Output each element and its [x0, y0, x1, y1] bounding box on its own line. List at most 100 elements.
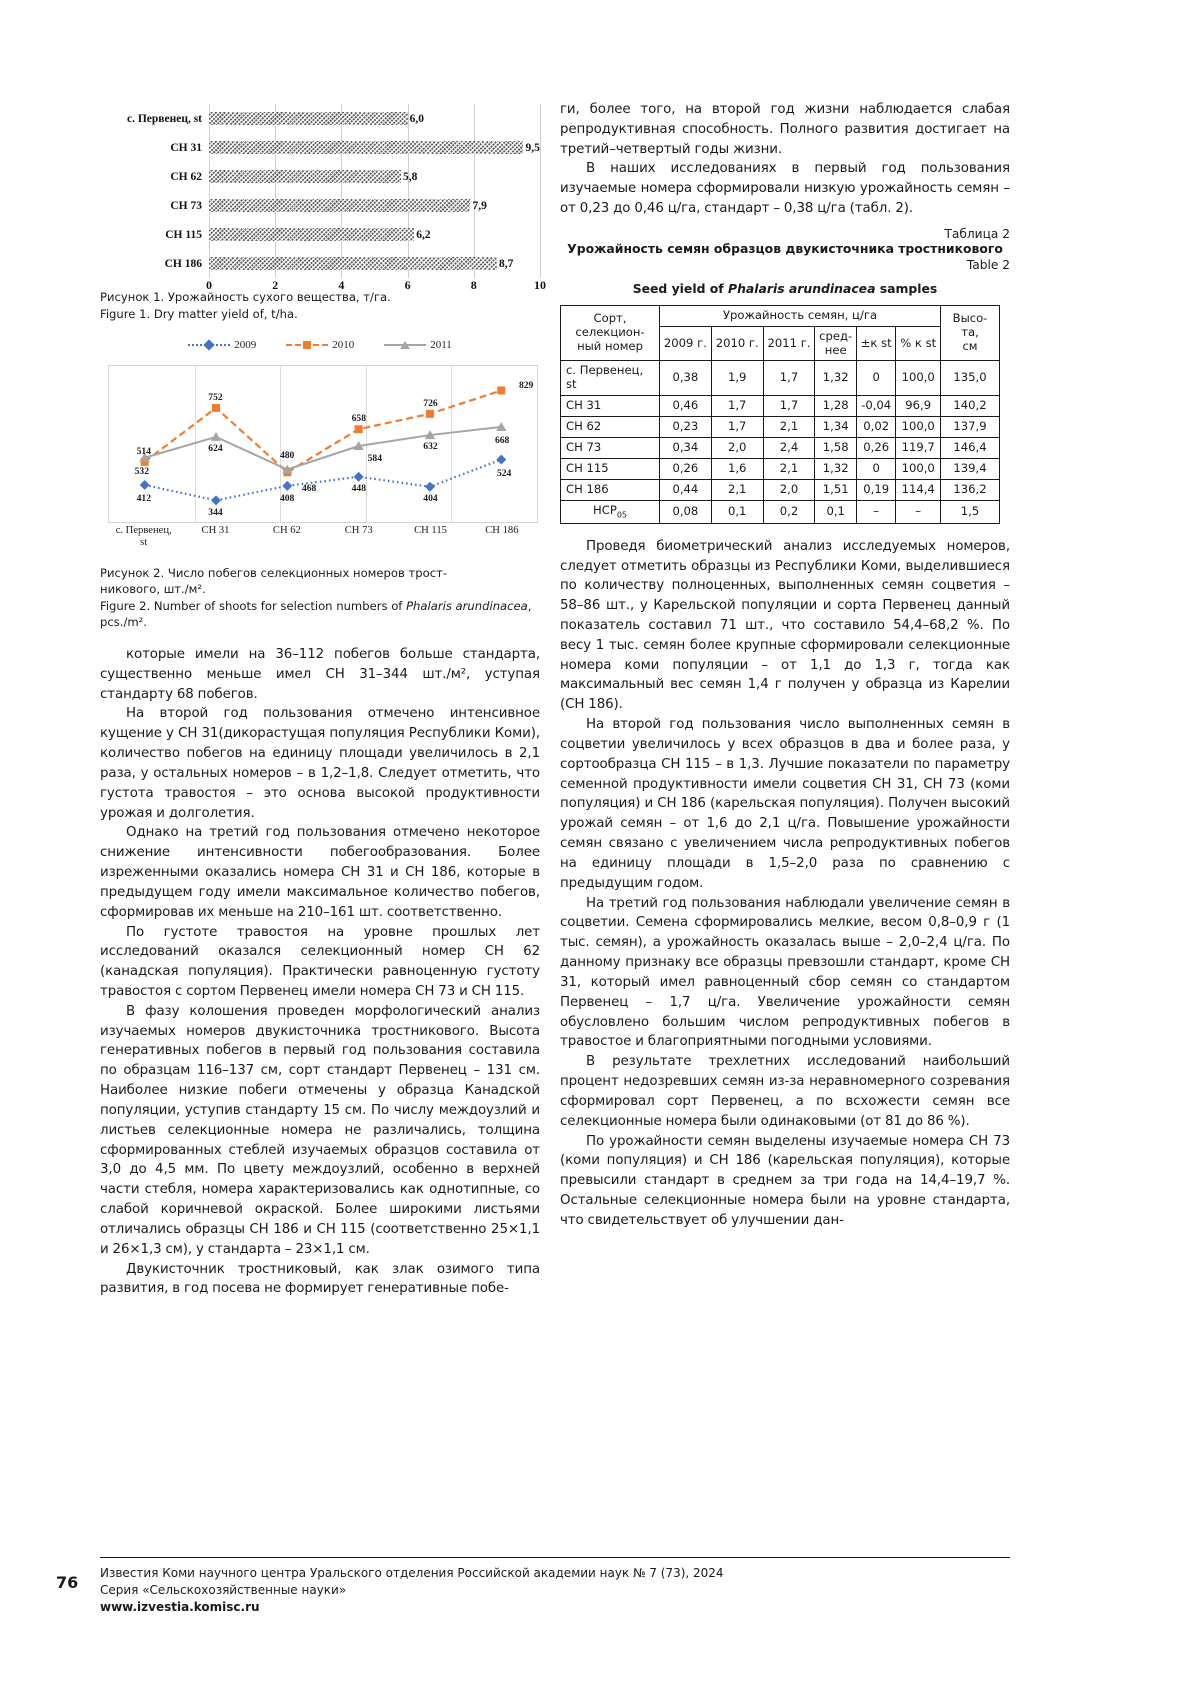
- data-label: 752: [208, 392, 223, 404]
- cell-lsd-label: НСР05: [560, 499, 660, 524]
- cell-2011: 2,1: [762, 457, 816, 480]
- bar-track: 7,9: [209, 191, 540, 220]
- data-label: 468: [301, 482, 317, 494]
- data-label: 532: [134, 466, 150, 478]
- bar-value-label: 6,0: [409, 112, 424, 125]
- cell-2009: 0,08: [659, 499, 712, 524]
- bar-track: 6,0: [209, 104, 540, 133]
- data-point-marker: [353, 440, 364, 450]
- header-cell-variety: Сорт, селекцион- ный номер: [560, 304, 660, 362]
- figure-2-line-chart: 2009 2010 2011 412 344 408 448 404 524 514 752: [100, 337, 540, 562]
- table-header-row-1: Сорт, селекцион- ный номер Урожайность с…: [560, 304, 1000, 362]
- lsd-sub: 05: [616, 510, 627, 520]
- cell-mean: 1,32: [814, 360, 857, 397]
- bar-value-label: 9,5: [525, 141, 540, 154]
- cell-pct-st: 100,0: [895, 416, 941, 439]
- lsd-main: НСР: [593, 502, 617, 517]
- legend-item-2010: 2010: [286, 339, 354, 351]
- legend-item-2011: 2011: [384, 339, 452, 351]
- header-cell-seed-yield-group: Урожайность семян, ц/га: [659, 304, 941, 327]
- cell-2009: 0,26: [659, 457, 712, 480]
- cell-2009: 0,23: [659, 416, 712, 439]
- page-number: 76: [56, 1573, 79, 1592]
- header-cell-2010: 2010 г.: [710, 325, 764, 362]
- cell-pct-st: 119,7: [895, 437, 941, 459]
- data-point-marker: [354, 425, 363, 434]
- data-label: 584: [367, 453, 383, 465]
- cell-2009: 0,34: [659, 437, 712, 459]
- data-label: 668: [494, 435, 510, 447]
- header-cell-2011: 2011 г.: [762, 325, 816, 362]
- table-row: СН 115 0,26 1,6 2,1 1,32 0 100,0 139,4: [560, 457, 1000, 480]
- data-label: 624: [208, 443, 223, 455]
- paragraph: Однако на третий год пользования отмечен…: [100, 825, 540, 920]
- bar-category-label: СН 31: [170, 141, 202, 154]
- cell-variety: СН 62: [560, 416, 660, 439]
- cell-height: 146,4: [940, 437, 1000, 459]
- series-line-2009: [144, 458, 502, 502]
- table-row: с. Первенец, st 0,38 1,9 1,7 1,32 0 100,…: [560, 360, 1000, 397]
- cell-pm-st: 0,19: [855, 478, 897, 501]
- x-category-label: СН 31: [201, 524, 230, 536]
- cell-2011: 1,7: [762, 395, 816, 418]
- table-row: СН 31 0,46 1,7 1,7 1,28 -0,04 96,9 140,2: [560, 395, 1000, 418]
- cell-2010: 1,7: [710, 395, 764, 418]
- x-tick-label: 2: [272, 278, 279, 292]
- data-point-marker: [424, 430, 436, 440]
- bar-fill: [209, 112, 408, 125]
- cell-2011: 2,1: [762, 416, 816, 439]
- bar-category-label: с. Первенец, st: [126, 112, 202, 125]
- bar-value-label: 7,9: [472, 199, 487, 212]
- paragraph: ги, более того, на второй год жизни набл…: [560, 102, 1010, 157]
- table-title-ru: Урожайность семян образцов двукисточника…: [567, 240, 1003, 256]
- x-tick-label: 4: [338, 278, 345, 292]
- data-label: 632: [423, 441, 438, 453]
- x-category-label: СН 115: [414, 524, 447, 536]
- table-row-lsd: НСР05 0,08 0,1 0,2 0,1 – – 1,5: [560, 499, 1000, 524]
- paragraph: По густоте травостоя на уровне прошлых л…: [100, 924, 540, 999]
- figure-2-caption-en: Figure 2. Number of shoots for selection…: [100, 599, 540, 615]
- cell-height: 137,9: [940, 416, 1000, 439]
- legend-label-2010: 2010: [332, 338, 355, 351]
- data-point-marker: [139, 452, 150, 462]
- footer-divider: [100, 1557, 1010, 1558]
- cell-mean: 1,32: [814, 457, 857, 480]
- x-tick-label: 0: [206, 278, 212, 292]
- cell-variety: СН 31: [560, 395, 660, 418]
- line-chart-svg: [139, 386, 507, 506]
- line-chart-x-axis: с. Первенец, st СН 31 СН 62 СН 73 СН 115…: [108, 525, 538, 559]
- data-point-marker: [425, 409, 434, 418]
- x-tick-label: 6: [404, 278, 411, 292]
- cell-2009: 0,46: [659, 395, 712, 418]
- table-row: СН 73 0,34 2,0 2,4 1,58 0,26 119,7 146,4: [560, 437, 1000, 459]
- table-header: Сорт, селекцион- ный номер Урожайность с…: [560, 304, 1000, 362]
- table-row: СН 186 0,44 2,1 2,0 1,51 0,19 114,4 136,…: [560, 478, 1000, 501]
- left-column: с. Первенец, st 6,0 СН 31 9,5 СН 62: [100, 100, 546, 1299]
- x-category-label: СН 186: [485, 524, 519, 536]
- table-title-en-pre: Seed yield of: [632, 280, 728, 296]
- cell-pct-st: 100,0: [895, 457, 941, 480]
- caption-en-species: Phalaris arundinacea: [406, 598, 528, 613]
- paragraph: Проведя биометрический анализ исследуемы…: [560, 538, 1010, 713]
- cell-mean: 1,34: [814, 416, 857, 439]
- legend-label-2011: 2011: [430, 338, 452, 351]
- seed-yield-table: Сорт, селекцион- ный номер Урожайность с…: [560, 304, 1000, 524]
- header-cell-pm-st: ±к st: [855, 325, 897, 362]
- bar-row: СН 62 5,8: [100, 162, 540, 191]
- cell-pm-st: 0,26: [855, 437, 897, 459]
- cell-mean: 1,58: [814, 437, 857, 459]
- x-category-label: СН 73: [344, 524, 373, 536]
- bar-value-label: 5,8: [402, 170, 418, 183]
- table-title-en-post: samples: [875, 280, 938, 296]
- data-point-marker: [139, 479, 150, 490]
- data-label: 514: [136, 446, 152, 458]
- diamond-marker-icon: [203, 339, 215, 351]
- x-tick-label: 8: [470, 278, 477, 292]
- cell-height: 135,0: [940, 360, 1000, 397]
- bar-value-label: 6,2: [416, 228, 431, 241]
- header-height-l1: Высо-: [952, 311, 988, 326]
- paragraph: В фазу колошения проведен морфологически…: [100, 1003, 540, 1257]
- data-point-marker: [212, 403, 220, 412]
- cell-2009: 0,44: [659, 478, 712, 501]
- cell-pm-st: 0: [855, 360, 897, 397]
